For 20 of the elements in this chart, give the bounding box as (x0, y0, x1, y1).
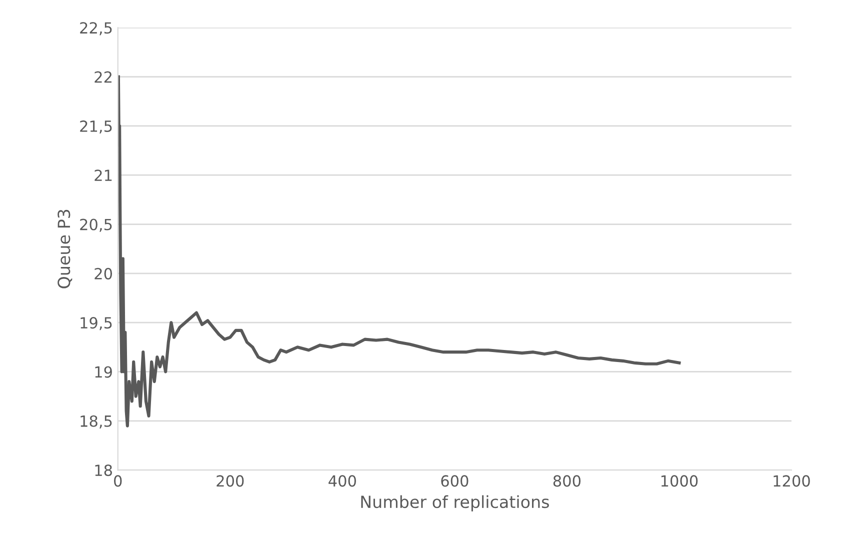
x-tick-label: 800 (553, 475, 581, 487)
y-tick-label: 20 (94, 268, 112, 280)
y-tick-label: 18,5 (80, 415, 112, 428)
y-axis-title: Queue P3 (58, 210, 72, 288)
x-axis-title: Number of replications (361, 495, 549, 512)
y-tick-label: 22,5 (80, 22, 112, 36)
x-tick-label: 200 (216, 475, 244, 487)
y-tick-label: 21,5 (80, 120, 112, 134)
x-tick-label: 1200 (774, 475, 810, 487)
y-tick-label: 18 (95, 464, 112, 476)
x-tick-label: 1000 (661, 475, 698, 487)
x-tick-label: 400 (328, 475, 356, 487)
y-tick-label: 19 (95, 366, 112, 378)
y-tick-label: 21 (94, 170, 112, 181)
y-tick-label: 20,5 (80, 218, 112, 232)
x-tick-label: 600 (441, 475, 468, 487)
y-tick-label: 19,5 (80, 317, 112, 330)
line-series (118, 75, 681, 428)
y-tick-label: 22 (94, 71, 112, 83)
x-tick-label: 0 (114, 475, 122, 487)
